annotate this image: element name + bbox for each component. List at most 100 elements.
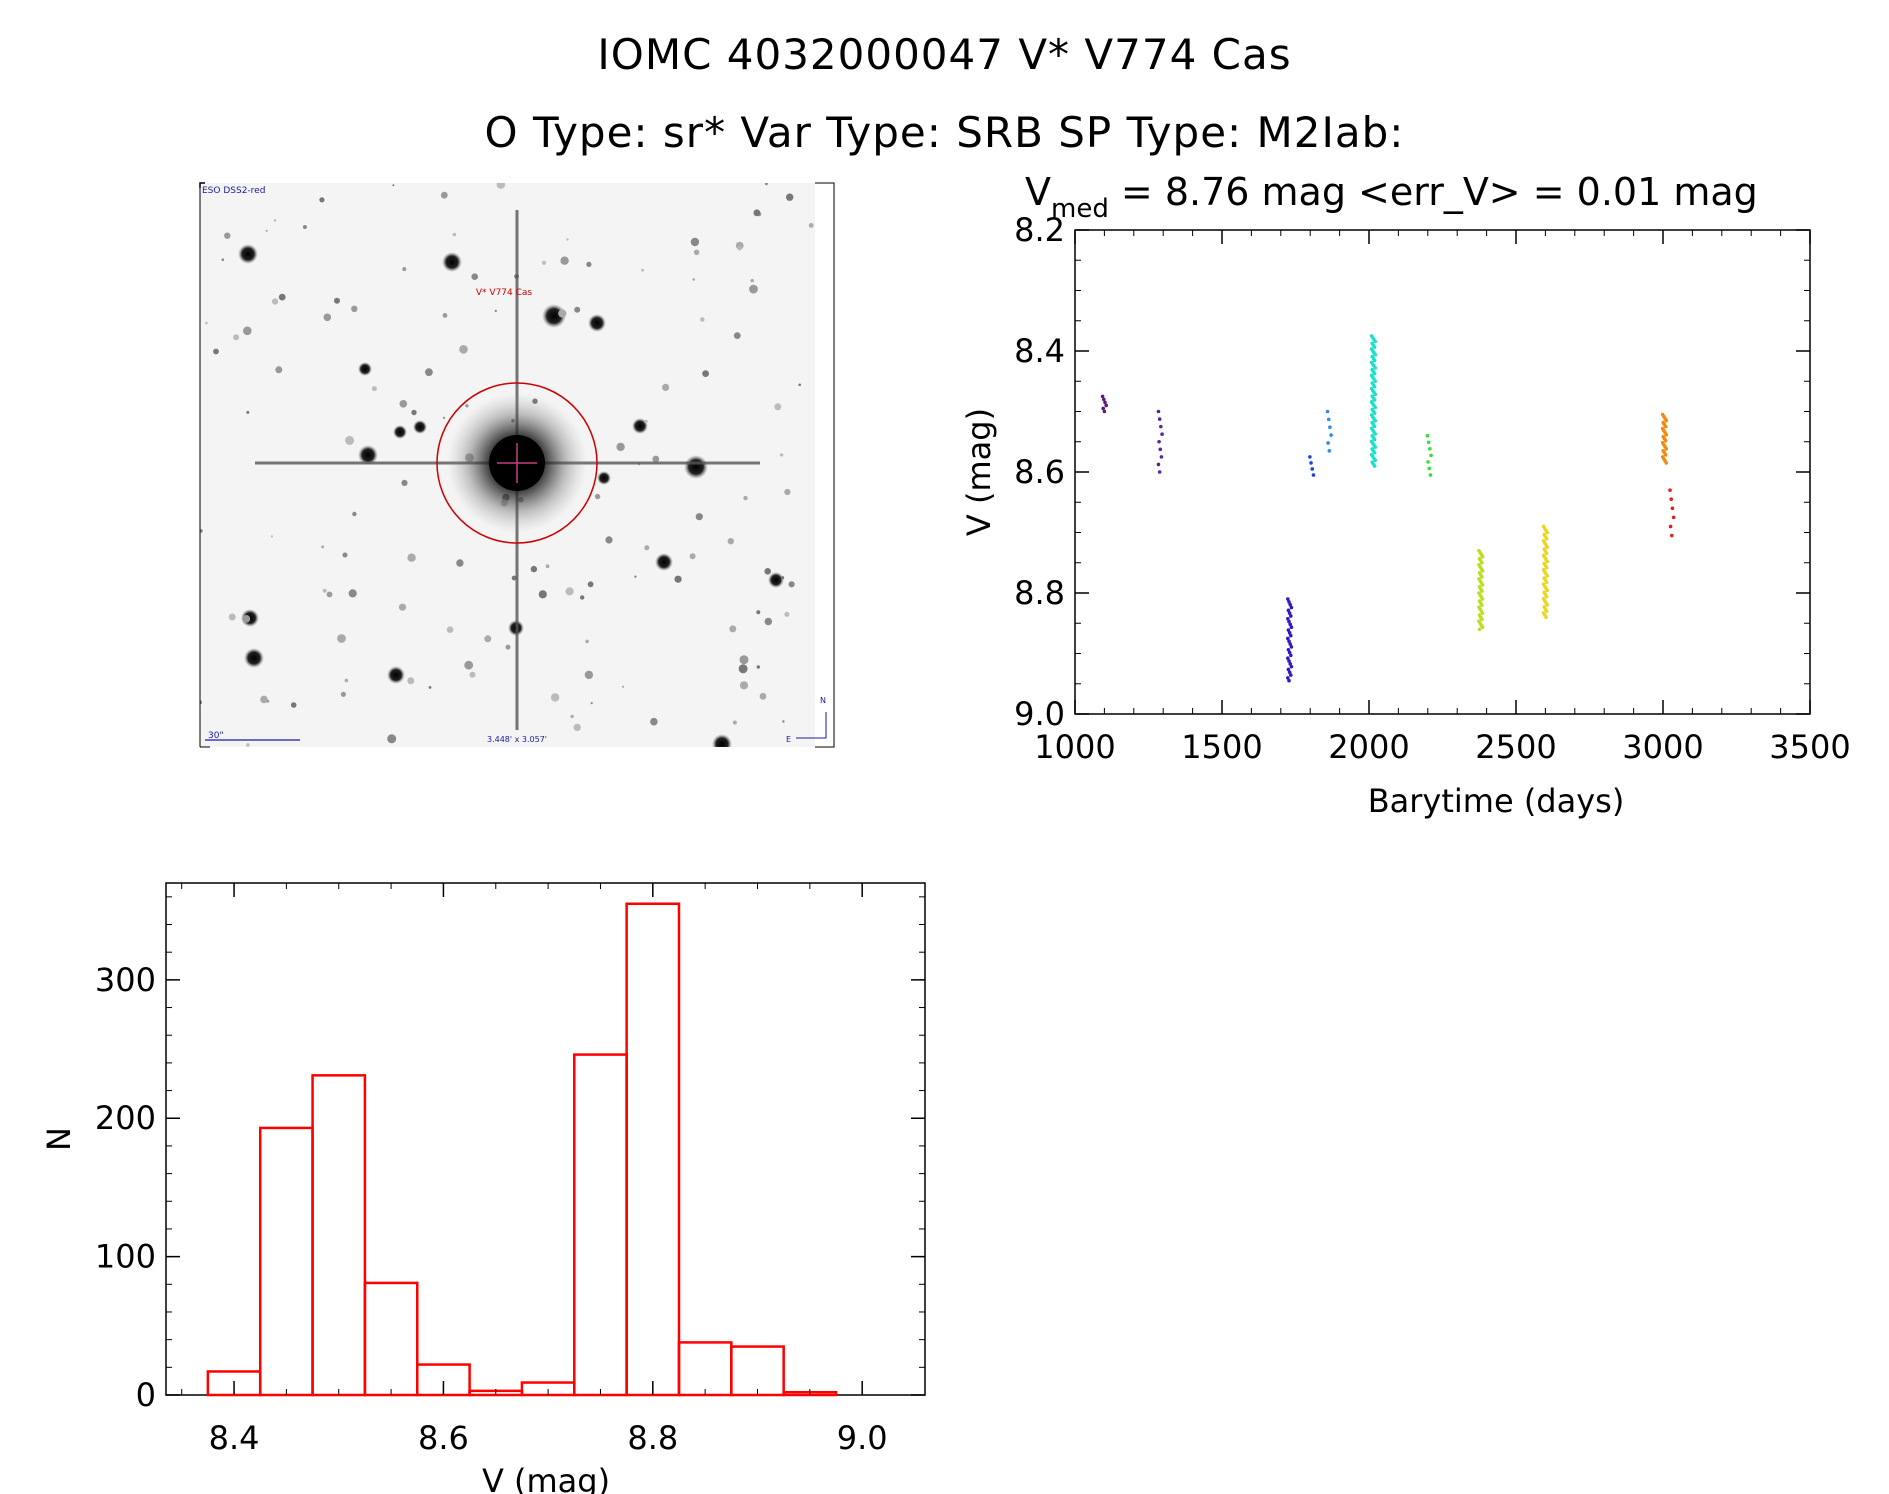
light-curve-point bbox=[1428, 447, 1432, 451]
chart-title-line1: IOMC 4032000047 V* V774 Cas bbox=[597, 30, 1292, 79]
sky-star bbox=[244, 648, 264, 668]
sky-star bbox=[764, 568, 771, 575]
thumbnail-starfield bbox=[200, 183, 814, 747]
sky-star bbox=[779, 453, 784, 457]
light-curve-point bbox=[1325, 409, 1330, 414]
hist-x-tick-label: 8.4 bbox=[209, 1419, 260, 1457]
light-curve-point bbox=[1545, 603, 1549, 607]
histogram-bar bbox=[625, 902, 681, 1397]
light-curve-points bbox=[1100, 334, 1676, 683]
sky-star bbox=[759, 692, 767, 700]
light-curve-point bbox=[1480, 583, 1485, 587]
sky-star bbox=[465, 404, 469, 408]
light-curve-point bbox=[1373, 392, 1378, 397]
sky-star bbox=[584, 670, 594, 680]
sky-star bbox=[348, 589, 357, 598]
sky-star bbox=[233, 334, 240, 341]
light-curve-point bbox=[1664, 418, 1669, 423]
sky-star bbox=[278, 293, 286, 301]
sky-star bbox=[469, 671, 476, 678]
sky-star bbox=[693, 249, 700, 256]
light-curve-point bbox=[1289, 645, 1294, 649]
sky-star bbox=[246, 410, 250, 414]
light-curve-point bbox=[1480, 560, 1484, 565]
light-curve-point bbox=[1373, 379, 1378, 383]
light-curve-point bbox=[1326, 417, 1331, 422]
light-curve-point bbox=[1544, 565, 1549, 570]
sky-star bbox=[321, 545, 325, 549]
light-curve-point bbox=[1157, 470, 1162, 474]
sky-star bbox=[586, 261, 592, 267]
light-curve-point bbox=[1373, 432, 1378, 436]
sky-star bbox=[690, 237, 700, 247]
light-curve-point bbox=[1310, 467, 1315, 471]
light-curve-point bbox=[1102, 397, 1106, 402]
sky-star bbox=[616, 442, 625, 452]
light-curve-point bbox=[1157, 417, 1162, 421]
sky-thumbnail: ESO DSS2-red V* V774 Cas 30" 3.448' x 3.… bbox=[199, 182, 835, 748]
light-curve-point bbox=[1426, 460, 1430, 464]
light-curve-point bbox=[1158, 447, 1163, 452]
light-curve-point bbox=[1372, 450, 1377, 455]
y-tick-label: 8.2 bbox=[1014, 211, 1065, 249]
light-curve-point bbox=[1287, 639, 1291, 644]
histogram-frame bbox=[165, 882, 926, 1396]
scale-label: 30" bbox=[208, 731, 224, 741]
hist-x-tick-label: 9.0 bbox=[837, 1419, 888, 1457]
sky-star bbox=[733, 332, 741, 339]
sky-star bbox=[442, 252, 462, 272]
histogram-plot: 8.4 8.6 8.8 9.0 0 100 200 300 V (mag) N bbox=[40, 882, 926, 1494]
light-curve-point bbox=[1103, 400, 1107, 405]
light-curve-point bbox=[1670, 506, 1675, 511]
light-curve-point bbox=[1670, 533, 1674, 538]
sky-star bbox=[597, 471, 611, 485]
sky-star bbox=[392, 184, 395, 187]
sky-star bbox=[689, 553, 696, 560]
light-curve-point bbox=[1373, 352, 1378, 357]
sky-star bbox=[732, 720, 737, 725]
sky-star bbox=[302, 225, 307, 229]
sky-star bbox=[774, 403, 782, 411]
histogram-ylabel: N bbox=[40, 1127, 78, 1151]
sky-star bbox=[574, 306, 581, 313]
light-curve-point bbox=[1480, 597, 1485, 601]
light-curve-point bbox=[1544, 537, 1549, 541]
sky-star bbox=[566, 238, 569, 241]
sky-star bbox=[650, 717, 658, 726]
sky-star bbox=[275, 366, 283, 374]
sky-star bbox=[684, 455, 708, 479]
light-curve-point bbox=[1308, 455, 1312, 459]
histogram-xlabel: V (mag) bbox=[482, 1462, 610, 1494]
sky-star bbox=[399, 400, 408, 408]
sky-star bbox=[570, 714, 574, 719]
sky-star bbox=[246, 743, 250, 747]
light-curve-point bbox=[1668, 488, 1672, 492]
light-curve-point bbox=[1373, 339, 1378, 344]
light-curve-point bbox=[1480, 589, 1484, 593]
sky-star bbox=[402, 267, 407, 272]
sky-star bbox=[588, 314, 606, 332]
survey-label: ESO DSS2-red bbox=[202, 186, 265, 196]
light-curve-point bbox=[1668, 524, 1673, 529]
light-curve-point bbox=[1372, 411, 1377, 415]
light-curve-point bbox=[1287, 678, 1291, 683]
sky-star bbox=[782, 720, 785, 723]
sky-star bbox=[337, 634, 346, 643]
light-curve-point bbox=[1288, 642, 1293, 646]
light-curve-point bbox=[1372, 345, 1377, 349]
x-tick-label: 3500 bbox=[1769, 728, 1850, 766]
histogram-bar bbox=[573, 1053, 628, 1397]
sky-star bbox=[739, 655, 749, 665]
sky-star bbox=[550, 693, 560, 702]
sky-star bbox=[358, 362, 372, 376]
light-curve-point bbox=[1545, 574, 1549, 578]
sky-star bbox=[265, 229, 268, 232]
light-curve-point bbox=[1372, 437, 1377, 442]
light-curve-point bbox=[1545, 559, 1549, 564]
sky-star bbox=[442, 416, 446, 420]
light-curve-point bbox=[1480, 554, 1485, 559]
sky-star bbox=[371, 386, 377, 392]
chart-title-line2: O Type: sr* Var Type: SRB SP Type: M2Iab… bbox=[484, 108, 1405, 157]
x-tick-label: 1000 bbox=[1034, 728, 1115, 766]
sky-star bbox=[739, 681, 749, 690]
